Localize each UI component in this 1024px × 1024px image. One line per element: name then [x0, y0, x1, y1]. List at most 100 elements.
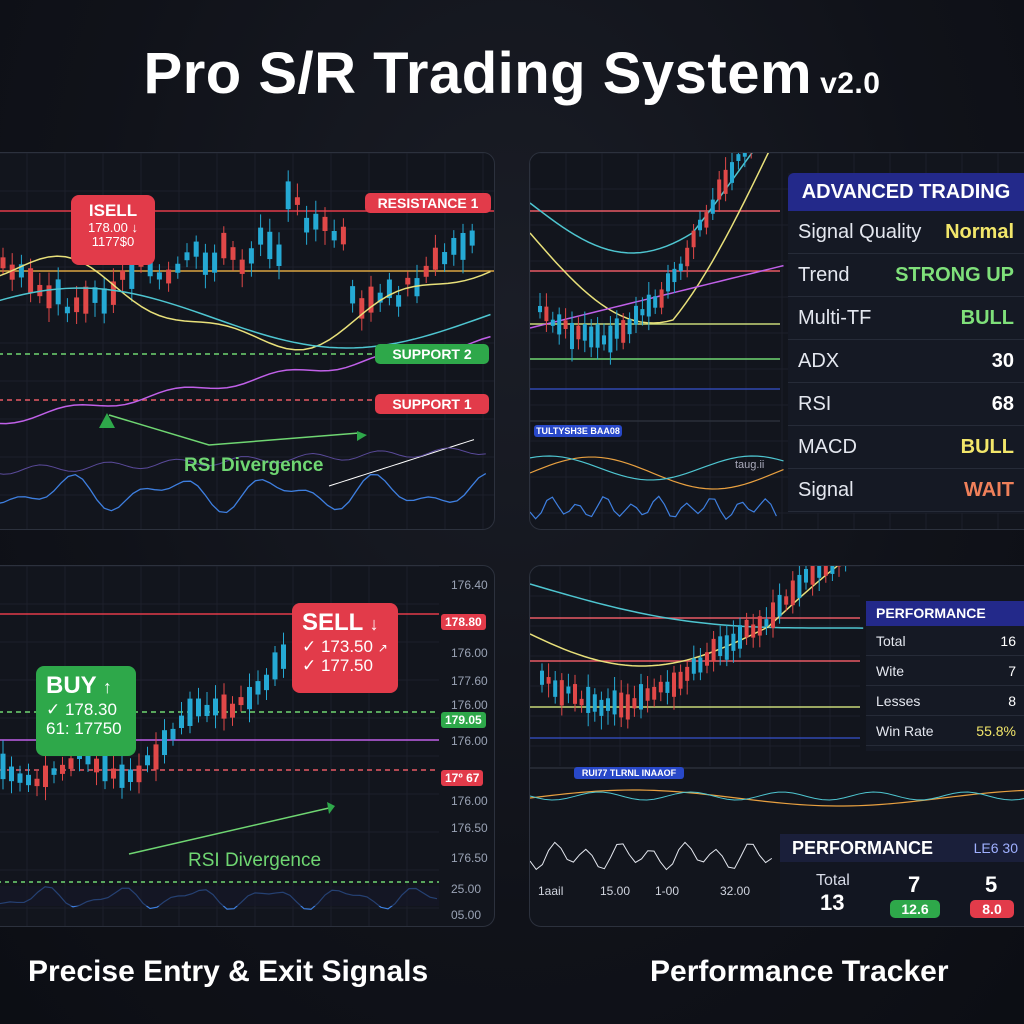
candle	[751, 624, 756, 638]
volume-band	[0, 886, 439, 906]
table-row: ADX 30	[788, 340, 1024, 383]
candle	[34, 778, 40, 787]
candle	[331, 230, 337, 241]
sell-signal-box[interactable]: SELL ↓ ✓ 173.50 ↗ ✓ 177.50	[292, 603, 398, 693]
candle	[110, 281, 116, 305]
buy-signal-box[interactable]: BUY ↑ ✓ 178.30 61: 17750	[36, 666, 136, 756]
candle	[166, 269, 172, 284]
candle	[396, 295, 402, 307]
candle	[550, 319, 555, 326]
candle	[573, 684, 577, 704]
row-label: Wite	[876, 662, 904, 679]
table-title: ADVANCED TRADING	[788, 173, 1024, 211]
sell-target-1: ✓ 173.50	[302, 636, 373, 656]
summary-total-label: Total	[816, 872, 850, 889]
candle	[64, 306, 70, 314]
candle	[213, 698, 218, 716]
candle	[823, 566, 828, 576]
price-axis-label: 179.05	[441, 712, 486, 728]
candle	[678, 671, 683, 689]
arrow-icon	[357, 431, 367, 441]
candle	[757, 616, 762, 636]
candle	[710, 199, 715, 214]
candle	[698, 219, 702, 231]
candle	[691, 230, 696, 248]
time-axis-label: 1aail	[538, 884, 564, 898]
table-row: RSI 68	[788, 383, 1024, 426]
rsi-line	[0, 447, 486, 475]
candle	[771, 602, 775, 628]
row-label: Win Rate	[876, 722, 934, 739]
candle	[738, 625, 742, 649]
candle	[625, 694, 630, 720]
candle	[187, 698, 193, 726]
chart-panel-performance[interactable]: RUI77 TLRNL INAAOF PERFORMANCE Total 16 Wi…	[529, 565, 1024, 927]
rsi-divergence-label: RSI Divergence	[184, 455, 324, 476]
candle	[538, 305, 542, 313]
candle	[285, 181, 291, 210]
resistance-label: RESISTANCE 1	[365, 193, 491, 213]
candle	[17, 773, 23, 783]
buy-label: BUY	[46, 672, 97, 699]
caption-right: Performance Tracker	[650, 955, 949, 988]
candle	[557, 314, 562, 335]
candle	[579, 698, 584, 706]
candle	[595, 324, 600, 348]
candle	[102, 755, 108, 782]
table-row: Lesses 8	[866, 686, 1024, 716]
macd-line	[530, 455, 784, 481]
support1-label: SUPPORT 1	[375, 394, 489, 414]
candle	[432, 247, 438, 270]
row-label: Signal Quality	[798, 220, 922, 243]
candle	[646, 294, 651, 317]
dashed-line	[328, 439, 475, 487]
candle	[705, 652, 709, 666]
price-axis-label: 176.00	[451, 698, 488, 712]
price-axis-label: 176.50	[451, 851, 488, 865]
candle	[128, 769, 133, 783]
candle	[272, 652, 278, 680]
down-arrow-icon: ↓	[131, 219, 138, 235]
price-axis-label: 177.60	[451, 674, 488, 688]
support2-label: SUPPORT 2	[375, 344, 489, 364]
price-axis-label: 176.00	[451, 794, 488, 808]
macd-line	[530, 789, 1024, 807]
price-axis-label: 17º 67	[441, 770, 484, 786]
candle	[111, 768, 116, 779]
performance-chart[interactable]	[530, 566, 1024, 927]
candle	[790, 580, 795, 606]
candle	[83, 286, 89, 314]
chart-panel-signals[interactable]: RESISTANCE 1 SUPPORT 2 SUPPORT 1 ISELL 1…	[0, 152, 495, 530]
candle	[359, 298, 365, 319]
sell-signal-box[interactable]: ISELL 178.00 ↓ 1177$0	[71, 195, 155, 265]
candle	[120, 270, 126, 280]
candle	[469, 230, 475, 246]
candle	[248, 248, 254, 264]
candle	[621, 320, 626, 343]
chart-panel-advanced[interactable]: TULTYSH3E BAA08 taug.ii ADVANCED TRADING…	[529, 152, 1024, 530]
price-axis-label: 176.40	[451, 578, 488, 592]
candle	[627, 319, 632, 335]
candle	[691, 658, 696, 674]
chart-panel-entry-exit[interactable]: 176.40 178.80 176.00 177.60 176.00 179.05 176.…	[0, 565, 495, 927]
candle	[553, 680, 558, 697]
candle	[255, 681, 261, 695]
candle	[101, 288, 107, 314]
price-axis-label: 178.80	[441, 614, 486, 630]
candle	[576, 325, 581, 340]
row-label: Trend	[798, 263, 850, 286]
moving-average-line	[530, 153, 753, 254]
row-value: WAIT	[964, 478, 1014, 501]
indicator-label: RUI77 TLRNL INAAOF	[574, 767, 684, 779]
candle	[589, 326, 594, 348]
summary-wins-badge: 12.6	[890, 900, 940, 918]
candle	[744, 619, 749, 638]
table-row: Wite 7	[866, 656, 1024, 686]
candle	[9, 264, 15, 280]
candle	[460, 232, 466, 260]
candle	[784, 596, 789, 605]
candle	[294, 197, 300, 205]
entry-exit-chart[interactable]	[0, 566, 495, 927]
performance-table: PERFORMANCE Total 16 Wite 7 Lesses 8 Win Rate 5…	[866, 601, 1024, 751]
summary-losses-badge: 8.0	[970, 900, 1014, 918]
